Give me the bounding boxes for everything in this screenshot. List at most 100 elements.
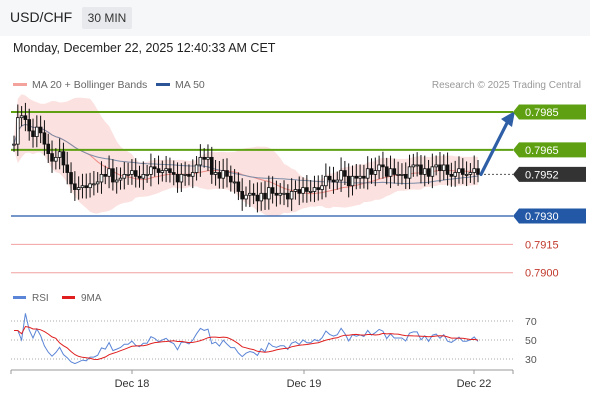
x-tick-label: Dec 19 xyxy=(287,378,322,390)
candle-body xyxy=(426,168,431,177)
candle-body xyxy=(160,170,165,173)
candle-body xyxy=(392,168,397,175)
candle-body xyxy=(126,173,130,176)
price-tag-label: 0.7985 xyxy=(525,107,559,119)
bollinger-band xyxy=(14,94,478,217)
candle-body xyxy=(92,183,96,186)
candle-body xyxy=(350,175,355,187)
candle-body xyxy=(358,175,362,179)
candle-body xyxy=(384,166,389,177)
candle-body xyxy=(202,156,206,160)
candle-body xyxy=(152,166,157,170)
candle-body xyxy=(293,189,298,192)
candle-body xyxy=(263,192,267,200)
candle-body xyxy=(27,119,32,132)
candle-body xyxy=(111,168,115,183)
candle-body xyxy=(84,185,89,189)
candle-body xyxy=(107,168,111,177)
candle-body xyxy=(149,166,153,175)
price-tag xyxy=(513,166,586,182)
candle-body xyxy=(301,187,305,194)
candle-body xyxy=(377,164,381,172)
candle-body xyxy=(422,168,427,175)
legend-ma50: MA 50 xyxy=(156,79,205,91)
candle-body xyxy=(278,192,283,196)
candle-body xyxy=(54,156,58,162)
candle-body xyxy=(460,168,465,175)
candle-body xyxy=(240,191,244,200)
candle-body xyxy=(69,172,73,185)
candle-body xyxy=(141,173,146,179)
candle-body xyxy=(308,191,313,193)
candle-body xyxy=(164,168,168,172)
rsi-swatch xyxy=(13,295,26,299)
candle-body xyxy=(438,164,442,172)
candle-body xyxy=(248,192,252,196)
candle-body xyxy=(274,192,279,196)
candle-body xyxy=(57,151,62,158)
candle-body xyxy=(46,143,51,155)
candle-body xyxy=(31,130,35,137)
candle-body xyxy=(133,170,138,177)
candle-body xyxy=(449,173,454,177)
ma50-line xyxy=(13,123,479,185)
candle-body xyxy=(381,164,385,168)
candle-body xyxy=(76,187,81,190)
legend-9ma: 9MA xyxy=(62,293,102,304)
candle-body xyxy=(168,168,172,173)
candle-body xyxy=(171,172,176,175)
candle-body xyxy=(430,166,435,177)
price-tag-label: 0.7952 xyxy=(525,169,559,181)
candle-body xyxy=(42,132,47,145)
candle-body xyxy=(453,172,457,177)
candle-body xyxy=(187,173,191,177)
candle-body xyxy=(190,172,195,177)
rsi-ma-line xyxy=(14,325,479,361)
candle-body xyxy=(346,175,351,187)
candle-body xyxy=(316,187,321,190)
price-level-label: 0.7915 xyxy=(525,239,559,251)
candle-body xyxy=(445,164,450,175)
candle-body xyxy=(415,164,419,167)
candle-body xyxy=(476,168,480,175)
price-tag xyxy=(513,142,586,158)
candle-body xyxy=(95,181,100,185)
candle-body xyxy=(209,156,214,175)
rsi-label: RSI xyxy=(32,293,49,304)
candle-body xyxy=(99,173,104,183)
price-tag-label: 0.7930 xyxy=(525,211,559,223)
candle-body xyxy=(286,192,290,200)
candle-body xyxy=(80,185,85,189)
candle-body xyxy=(434,164,438,168)
candle-body xyxy=(221,170,225,179)
candle-body xyxy=(38,126,43,134)
bollinger-label: MA 20 + Bollinger Bands xyxy=(32,79,148,91)
ma9-swatch xyxy=(62,295,75,299)
candle-body xyxy=(217,172,222,179)
candle-body xyxy=(362,175,366,179)
candle-body xyxy=(244,194,248,200)
candle-body xyxy=(23,115,28,120)
candle-body xyxy=(464,173,469,176)
candle-body xyxy=(327,175,332,181)
candle-body xyxy=(130,170,134,175)
ma50-swatch xyxy=(156,82,170,86)
candle-body xyxy=(65,164,70,173)
candle-body xyxy=(369,168,374,175)
x-tick-label: Dec 18 xyxy=(115,378,150,390)
bollinger-swatch xyxy=(13,82,27,86)
rsi-scale-label: 30 xyxy=(525,354,537,366)
candle-body xyxy=(396,173,400,176)
candle-body xyxy=(354,175,359,179)
candle-body xyxy=(194,164,199,173)
candle-body xyxy=(213,172,218,175)
candle-body xyxy=(407,166,412,179)
candle-body xyxy=(468,172,473,175)
candle-body xyxy=(472,168,476,173)
candle-body xyxy=(179,173,184,183)
candle-body xyxy=(122,173,127,179)
ma9-label: 9MA xyxy=(81,293,102,304)
credit-label: Research © 2025 Trading Central xyxy=(431,80,581,91)
timeframe-button[interactable]: 30 MIN xyxy=(82,7,132,29)
